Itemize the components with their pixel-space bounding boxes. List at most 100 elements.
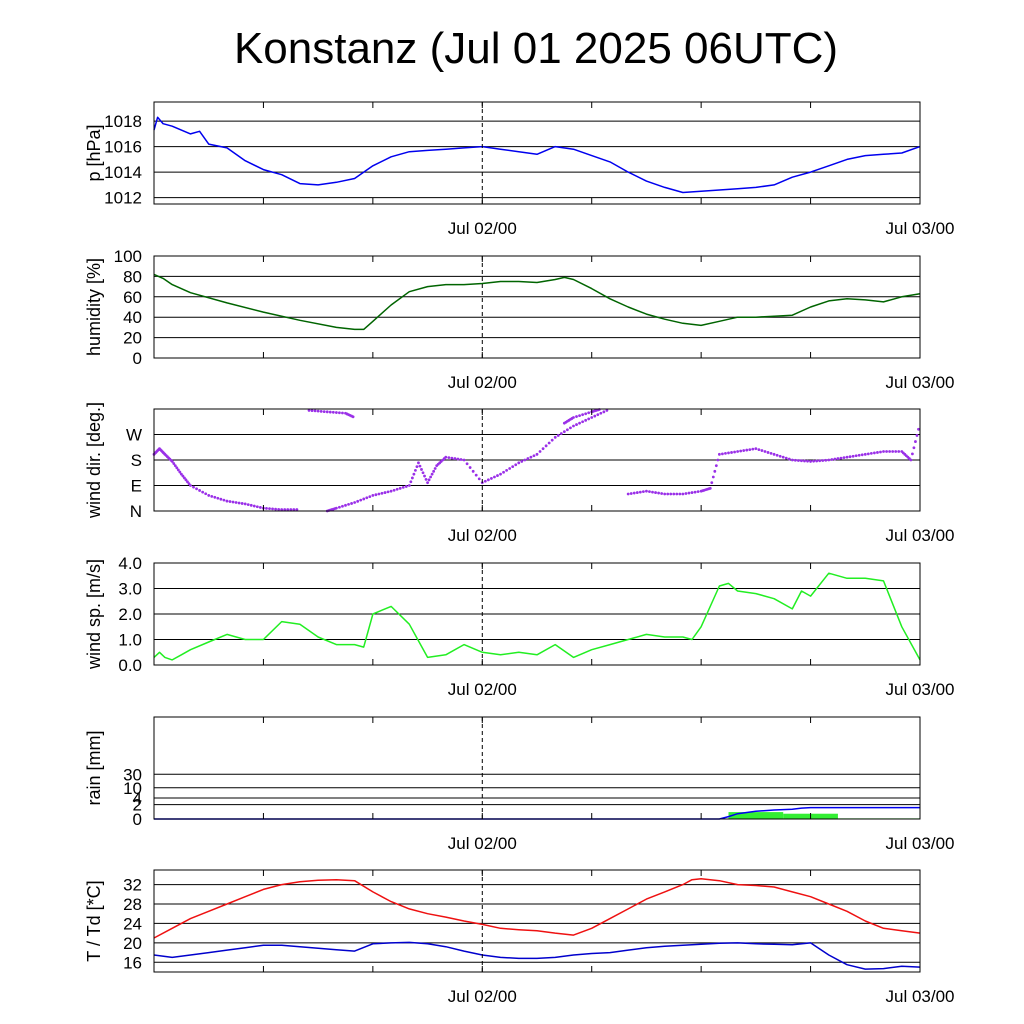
y-tick-label: 0 (133, 810, 142, 829)
wind-direction-point (219, 497, 223, 501)
wind-direction-point (827, 458, 831, 462)
wind-direction-point (414, 468, 417, 472)
wind-direction-point (710, 481, 714, 485)
wind-direction-point (812, 459, 816, 463)
wind-direction-point (857, 453, 861, 457)
y-tick-label: 0.0 (118, 656, 142, 675)
wind-direction-point (418, 464, 422, 468)
wind-direction-point (848, 455, 852, 459)
wind-direction-point (359, 498, 363, 502)
wind-direction-point (255, 505, 259, 509)
y-tick-label: 0 (133, 349, 142, 368)
wind-direction-point (739, 449, 743, 453)
wind-direction-point (486, 478, 490, 482)
wind-direction-point (362, 497, 366, 501)
wind-direction-point (316, 409, 320, 413)
x-tick-label: Jul 03/00 (886, 834, 955, 853)
wind-direction-point (459, 458, 463, 461)
wind-direction-point (496, 474, 499, 477)
wind-direction-point (836, 457, 840, 460)
y-tick-label: 32 (123, 876, 142, 895)
wind-direction-point (181, 474, 185, 478)
wind-direction-point (189, 484, 192, 487)
wind-direction-point (535, 452, 539, 456)
wind-direction-point (584, 418, 588, 422)
wind-direction-point (415, 465, 419, 469)
wind-direction-point (172, 462, 176, 465)
wind-direction-point (392, 488, 396, 492)
wind-direction-point (602, 410, 606, 414)
y-tick-label: 100 (114, 247, 142, 266)
plot-frame (153, 716, 921, 820)
wind-direction-point (888, 450, 892, 453)
x-tick-label: Jul 03/00 (886, 987, 955, 1006)
wind-direction-point (651, 490, 654, 494)
wind-direction-point (334, 506, 338, 510)
wind-direction-point (444, 455, 448, 459)
wind-direction-point (751, 447, 755, 451)
wind-direction-point (596, 413, 600, 417)
humidity-line (153, 273, 921, 331)
wind-direction-point (213, 495, 217, 499)
wind-direction-point (310, 409, 314, 413)
wind-direction-point (493, 475, 496, 479)
wind-direction-point (711, 475, 715, 479)
wind-direction-point (578, 414, 581, 418)
wind-direction-point (681, 492, 685, 496)
y-tick-label: 1014 (104, 163, 142, 182)
x-tick-label: Jul 02/00 (448, 834, 517, 853)
wind-direction-point (474, 473, 478, 477)
wind-direction-point (468, 466, 472, 469)
wind-direction-point (626, 492, 630, 496)
wind-direction-point (265, 507, 268, 510)
wind-direction-point (532, 454, 536, 458)
wind-direction-point (178, 470, 182, 474)
wind-direction-point (331, 410, 335, 414)
wind-direction-point (207, 494, 211, 497)
wind-direction-point (234, 501, 238, 504)
wind-direction-point (581, 420, 584, 424)
x-tick-label: Jul 02/00 (448, 219, 517, 238)
wind-direction-point (581, 413, 584, 417)
wind-direction-point (274, 507, 277, 511)
wind-direction-point (721, 452, 724, 456)
wind-direction-point (800, 459, 803, 463)
wind-direction-point (713, 469, 717, 473)
wind-direction-point (514, 463, 518, 467)
wind-direction-point (742, 449, 746, 452)
x-tick-label: Jul 02/00 (448, 526, 517, 545)
wind-direction-point (374, 493, 378, 497)
wind-direction-point (347, 502, 350, 506)
wind-direction-point (669, 492, 673, 496)
wind-direction-point (187, 482, 191, 486)
y-tick-label: 80 (123, 267, 142, 286)
wind-direction-point (520, 460, 524, 463)
wind-direction-point (605, 409, 609, 412)
wind-direction-point (225, 499, 229, 503)
wind-direction-point (860, 453, 864, 457)
wind-direction-point (654, 491, 657, 494)
wind-direction-point (821, 459, 825, 462)
wind-direction-point (483, 479, 487, 483)
wind-direction-point (423, 474, 426, 478)
wind-direction-point (803, 459, 806, 463)
y-tick-label: 4 (133, 789, 142, 808)
y-tick-label: 16 (123, 953, 142, 972)
wind-direction-point (526, 457, 530, 460)
wind-direction-point (559, 432, 563, 435)
wind-direction-point (295, 508, 299, 511)
wind-direction-point (432, 469, 436, 473)
wind-direction-point (350, 502, 353, 505)
y-tick-label: 2.0 (118, 605, 142, 624)
wind-direction-point (383, 491, 387, 494)
wind-direction-point (179, 472, 183, 476)
wind-direction-point (249, 503, 253, 507)
wind-direction-point (368, 495, 372, 498)
wind-direction-point (424, 477, 428, 481)
y-tick-label: 3.0 (118, 580, 142, 599)
wind-direction-point (745, 448, 749, 452)
y-axis-label: wind dir. [deg.] (84, 402, 104, 519)
wind-direction-point (477, 477, 481, 481)
wind-speed-panel: 0.0 1.0 2.0 3.0 4.0 wind sp. [m/s] Jul 02/00 Ju… (84, 554, 955, 699)
